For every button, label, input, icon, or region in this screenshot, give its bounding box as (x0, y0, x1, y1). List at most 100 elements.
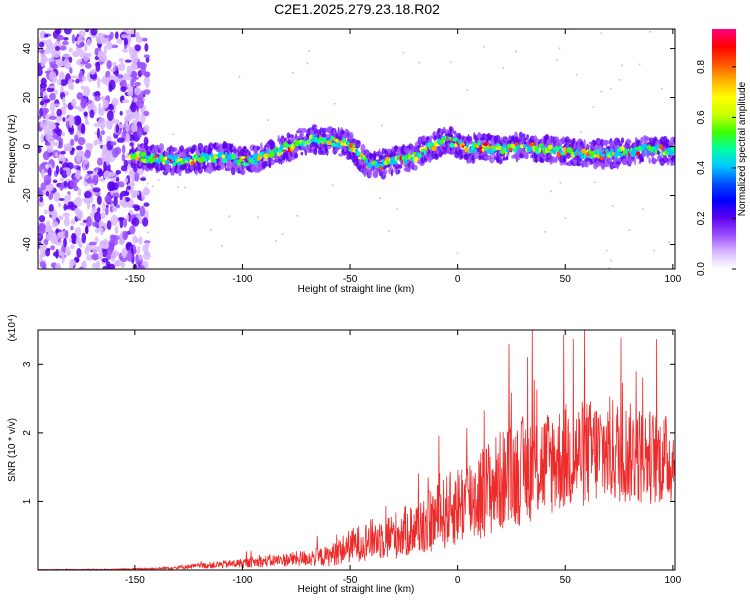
spectrogram-noise-blob (120, 165, 128, 172)
spectrogram-scatter-point (649, 30, 652, 33)
spectrogram-ridge-peak (401, 155, 405, 161)
spectrogram-noise-blob (59, 183, 64, 191)
spectrogram-noise-blob (114, 259, 122, 267)
spectrogram-noise-blob (100, 227, 104, 236)
spectrogram-ridge-haze (256, 145, 261, 151)
spectrogram-noise-blob (62, 96, 66, 106)
spectrogram-ridge-peak (221, 154, 226, 159)
spectrogram-noise-blob (80, 97, 87, 106)
spectrogram-ridge-peak (666, 151, 670, 156)
snr-x-tick-label: -150 (125, 575, 145, 586)
spectrogram-noise-blob (131, 53, 139, 65)
spectrogram-ridge-haze (433, 135, 438, 141)
snr-y-axis: 1 2 3 (22, 361, 675, 504)
spectrogram-noise-blob (63, 180, 68, 187)
spectrogram-ridge-haze (137, 143, 140, 150)
spectrogram-noise-blob (102, 201, 106, 212)
spectrogram-noise-blob (49, 183, 54, 191)
spectrogram-ridge-haze (526, 151, 529, 159)
spectrogram-ridge-haze (584, 162, 589, 168)
spectrogram-noise-blob (48, 123, 57, 130)
spectrogram-noise-blob (73, 106, 79, 110)
spectrogram-y-tick-label: -40 (22, 237, 33, 252)
spectrogram-x-tick-label: 0 (455, 274, 461, 285)
spectrogram-noise-blob (43, 174, 52, 186)
spectrogram-noise-blob (75, 154, 82, 163)
spectrogram-ridge-haze (561, 136, 566, 144)
spectrogram-noise-blob (118, 181, 125, 188)
spectrogram-noise-blob (111, 235, 120, 241)
spectrogram-noise-blob (143, 71, 151, 78)
spectrogram-noise-blob (83, 43, 88, 52)
spectrogram-noise-blob (91, 253, 100, 261)
spectrogram-ridge-peak (403, 159, 408, 164)
spectrogram-noise-blob (48, 211, 56, 216)
spectrogram-noise-blob (63, 58, 70, 69)
spectrogram-noise-blob (82, 198, 90, 202)
spectrogram-ridge-peak (135, 155, 139, 161)
spectrogram-noise-blob (45, 142, 51, 146)
colorbar-gradient (712, 29, 736, 269)
spectrogram-noise-blob (55, 165, 60, 175)
spectrogram-y-tick-label: -20 (22, 188, 33, 203)
spectrogram-noise-blob (85, 224, 89, 235)
spectrogram-noise-blob (100, 96, 107, 100)
spectrogram-noise-blob (121, 153, 126, 162)
spectrogram-noise-blob (40, 182, 47, 192)
spectrogram-noise-blob (101, 257, 109, 263)
spectrogram-ridge-haze (397, 169, 400, 175)
spectrogram-noise-blob (118, 58, 124, 63)
spectrogram-noise-blob (102, 265, 107, 269)
spectrogram-noise-blob (125, 132, 129, 140)
spectrogram-noise-blob (142, 37, 148, 42)
spectrogram-noise-blob (131, 204, 140, 209)
spectrogram-noise-blob (41, 55, 48, 64)
spectrogram-noise-blob (94, 211, 102, 223)
spectrogram-ridge-haze (554, 156, 558, 162)
spectrogram-noise-blob (132, 190, 140, 196)
spectrogram-ridge-haze (604, 140, 610, 145)
spectrogram-noise-blob (124, 177, 128, 183)
spectrogram-noise-blob (115, 204, 120, 209)
spectrogram-scatter-point (556, 59, 558, 62)
spectrogram-noise-blob (135, 36, 143, 43)
spectrogram-noise-blob (110, 141, 117, 146)
spectrogram-ridge-peak (333, 137, 336, 142)
spectrogram-ridge-peak (508, 147, 513, 151)
spectrogram-scatter-point (610, 259, 613, 262)
colorbar: 0.0 0.2 0.4 0.6 0.8 Normalized spectral ampl… (696, 29, 748, 276)
spectrogram-noise-blob (114, 78, 122, 83)
spectrogram-ridge-peak (352, 144, 356, 148)
colorbar-ticks: 0.0 0.2 0.4 0.6 0.8 (696, 60, 736, 276)
spectrogram-noise-blob (124, 232, 129, 239)
spectrogram-ridge-peak (588, 150, 592, 155)
spectrogram-ridge-haze (521, 133, 526, 138)
spectrogram-noise-blob (84, 190, 92, 199)
spectrogram-noise-blob (38, 234, 42, 239)
spectrogram-noise-blob (83, 111, 88, 117)
spectrogram-noise-blob (52, 179, 58, 184)
spectrogram-noise-blob (99, 134, 103, 142)
spectrogram-noise-blob (65, 119, 70, 129)
spectrogram-noise-blob (45, 39, 53, 49)
spectrogram-ridge-peak (348, 147, 352, 152)
spectrogram-noise-blob (121, 34, 129, 39)
spectrogram-noise-blob (97, 170, 105, 177)
spectrogram-noise-blob (55, 249, 59, 259)
spectrogram-noise-blob (50, 245, 55, 251)
spectrogram-ridge-haze (159, 143, 164, 152)
spectrogram-ridge-haze (604, 162, 610, 168)
spectrogram-scatter-point (308, 50, 311, 53)
spectrogram-ridge-haze (550, 157, 555, 164)
spectrogram-noise-blob (111, 97, 119, 107)
spectrogram-scatter-point (402, 51, 405, 54)
spectrogram-noise-blob (50, 101, 56, 113)
spectrogram-noise-blob (96, 195, 102, 205)
spectrogram-scatter-point (544, 230, 547, 233)
spectrogram-noise-blob (134, 172, 140, 182)
spectrogram-ridge-peak (413, 156, 419, 162)
spectrogram-scatter-point (333, 102, 336, 105)
spectrogram-ridge-peak (596, 148, 600, 155)
spectrogram-x-axis: -150 -100 -50 0 50 100 (125, 29, 682, 285)
colorbar-tick-label: 0.8 (696, 60, 707, 74)
